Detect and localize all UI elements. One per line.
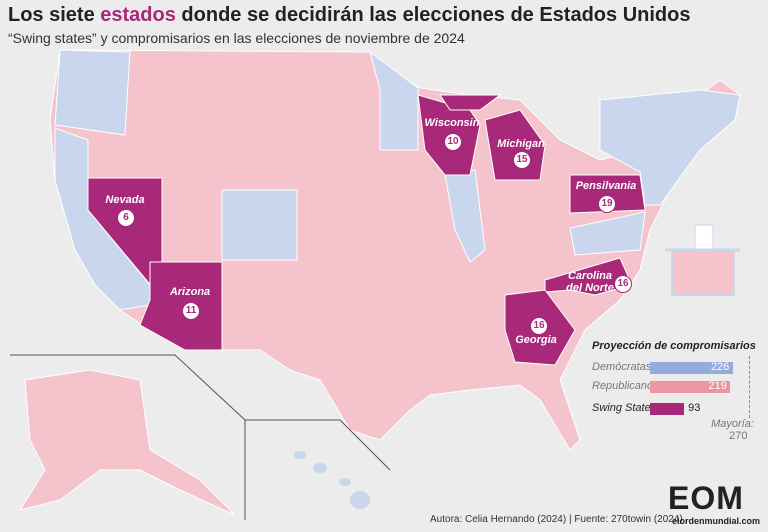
- state-name: Wisconsin: [424, 117, 480, 129]
- state-name: Arizona: [169, 286, 211, 298]
- usa: [49, 49, 741, 451]
- democrat-west: [54, 49, 131, 136]
- democrat-virginia: [569, 211, 646, 256]
- bar-value: 226: [710, 361, 730, 373]
- state-name: Carolina del Norte: [566, 270, 614, 294]
- arizona: [139, 261, 223, 351]
- majority-line: [749, 356, 751, 418]
- state-name: Pensilvania: [575, 180, 637, 192]
- pennsylvania: [569, 174, 646, 214]
- majority-value: 270: [729, 430, 748, 442]
- alaska: [18, 369, 236, 516]
- ballot-paper: [694, 224, 714, 250]
- subtitle: “Swing states” y compromisarios en las e…: [8, 30, 465, 46]
- hawaii: [294, 451, 370, 509]
- bar: [650, 381, 731, 393]
- democrat-minnesota: [369, 50, 419, 151]
- inset-line: [10, 354, 246, 520]
- source: Autora: Celia Hernando (2024) | Fuente: …: [430, 514, 683, 525]
- ballot-icon: [665, 224, 740, 296]
- legend-label: Republicanos: [592, 380, 659, 392]
- title-highlight: estados: [100, 4, 176, 26]
- island: [294, 451, 306, 459]
- legend-title: Proyección de compromisarios: [592, 340, 756, 352]
- island: [313, 463, 327, 473]
- electoral-votes: 19: [598, 195, 616, 213]
- legend-label: Swing States: [592, 402, 657, 414]
- electoral-votes: 16: [614, 275, 632, 293]
- democrat-california: [54, 127, 151, 311]
- title: Los siete estados donde se decidirán las…: [8, 4, 690, 27]
- logo: EOM: [668, 480, 744, 516]
- electoral-votes: 15: [513, 151, 531, 169]
- bar: [650, 403, 685, 415]
- state-name: Georgia: [515, 334, 557, 346]
- majority-label: Mayoría:: [711, 418, 754, 430]
- title-part: Los siete: [8, 4, 101, 26]
- bar: [650, 362, 733, 374]
- electoral-votes: 6: [117, 209, 135, 227]
- island: [350, 491, 370, 509]
- democrat-colorado: [221, 189, 298, 261]
- site: elordenmundial.com: [672, 516, 761, 526]
- island: [339, 478, 351, 486]
- bar-value: 93: [688, 402, 701, 414]
- state-name: Nevada: [105, 194, 145, 206]
- state-name: Michigan: [497, 138, 545, 150]
- swing-states: [87, 94, 646, 366]
- democrat-northeast: [599, 89, 741, 206]
- inset-line: [245, 419, 391, 471]
- ballot-box: [671, 249, 735, 296]
- electoral-votes: 10: [444, 133, 462, 151]
- electoral-votes: 11: [182, 302, 200, 320]
- electoral-votes: 16: [530, 317, 548, 335]
- bar-value: 219: [708, 380, 727, 392]
- inset-lines: [10, 354, 391, 520]
- legend-label: Demócratas: [592, 361, 652, 373]
- title-part: donde se decidirán las elecciones de Est…: [175, 4, 691, 26]
- michigan-up: [439, 94, 502, 111]
